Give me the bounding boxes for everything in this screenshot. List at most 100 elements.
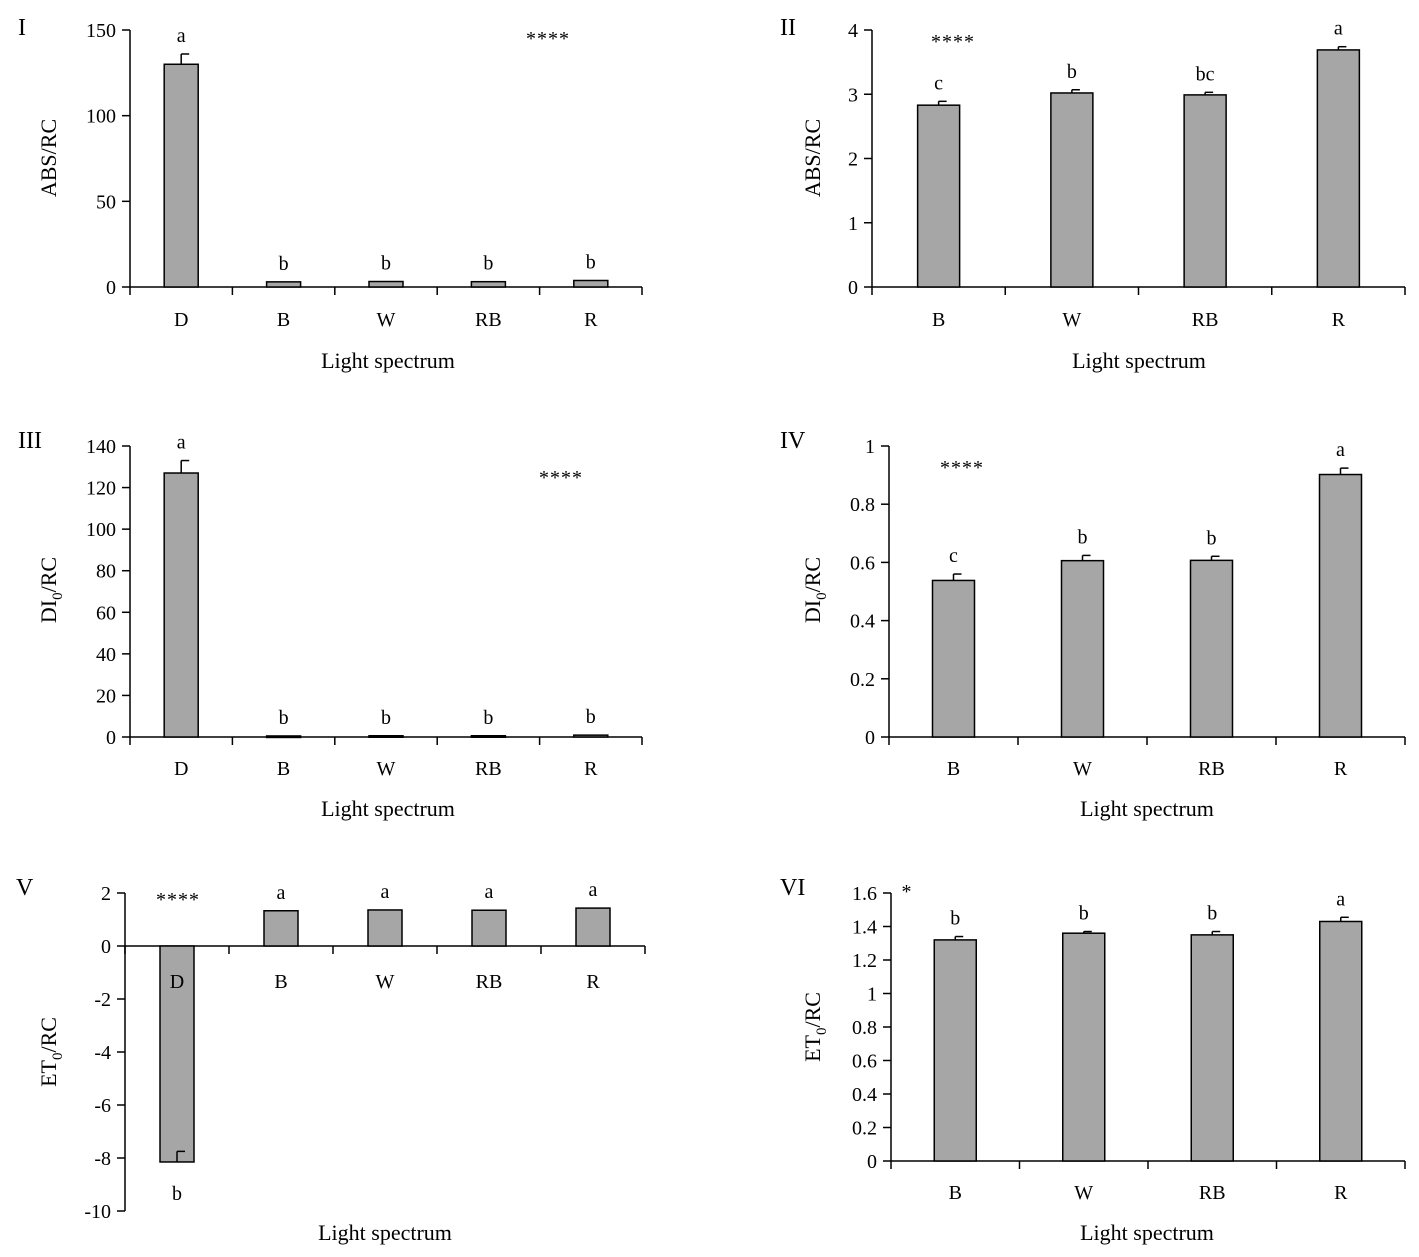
significance-marker: **** — [931, 31, 975, 53]
x-tick-label: RB — [475, 309, 502, 331]
y-tick-label: 0 — [106, 727, 116, 749]
y-axis-title-subscript: 0 — [50, 1053, 66, 1061]
chart-panel-ii: II 0 1 2 3 4 c Bb Wbc RB a R Light spectrum ABS/RC ***… — [780, 15, 1406, 373]
bar — [1062, 932, 1106, 1162]
y-tick-label: -2 — [94, 989, 111, 1011]
x-tick-label: W — [377, 309, 396, 331]
x-axis-title: Light spectrum — [321, 348, 455, 373]
significance-letter: b — [483, 253, 493, 275]
y-tick-label: 0.6 — [852, 1051, 877, 1073]
panel-label: IV — [780, 428, 806, 454]
x-tick-label: RB — [475, 758, 502, 780]
y-tick-label: 150 — [86, 20, 116, 42]
y-tick-label: 1.6 — [852, 883, 877, 905]
y-axis-title-subscript: 0 — [50, 592, 66, 600]
significance-letter: a — [589, 879, 598, 901]
significance-letter: b — [1207, 903, 1217, 925]
y-tick-label: 0.4 — [852, 1084, 877, 1106]
bar — [1316, 49, 1361, 288]
y-axis-title-main: ABS/RC — [800, 119, 825, 197]
y-tick-label: 0.8 — [852, 1017, 877, 1039]
y-tick-label: 3 — [848, 84, 858, 106]
x-tick-label: RB — [1198, 758, 1225, 780]
significance-letter: a — [485, 881, 494, 903]
bar — [470, 280, 507, 288]
y-tick-label: 1.4 — [852, 917, 877, 939]
bar — [933, 939, 977, 1162]
chart-panel-vi: VI 0 0.2 0.4 0.6 0.8 1 1.2 1.4 1.6 b Bb Wb RB a R Light … — [780, 875, 1406, 1245]
x-tick-label: RB — [1199, 1182, 1226, 1204]
x-tick-label: R — [1334, 758, 1348, 780]
significance-letter: b — [1078, 526, 1088, 548]
significance-letter: a — [1336, 439, 1345, 461]
x-axis-title: Light spectrum — [1080, 1220, 1214, 1245]
y-axis-title-subscript: 0 — [814, 592, 830, 600]
y-tick-label: 2 — [101, 883, 111, 905]
x-axis-title: Light spectrum — [1080, 796, 1214, 821]
x-tick-label: D — [174, 758, 188, 780]
x-tick-label: RB — [476, 971, 503, 993]
y-tick-label: 0 — [865, 727, 875, 749]
significance-marker: * — [902, 881, 913, 903]
y-tick-label: 100 — [86, 519, 116, 541]
significance-letter: bc — [1196, 63, 1215, 85]
y-axis-title-suffix: /RC — [36, 1017, 61, 1052]
y-tick-label: 2 — [848, 149, 858, 171]
x-tick-label: B — [277, 758, 290, 780]
significance-letter: b — [172, 1183, 182, 1205]
y-tick-label: 0 — [848, 277, 858, 299]
x-tick-label: B — [932, 309, 945, 331]
bar — [163, 63, 199, 288]
bar — [263, 910, 299, 947]
y-tick-label: 50 — [96, 191, 116, 213]
significance-letter: a — [1334, 18, 1343, 40]
bar — [368, 280, 404, 288]
significance-letter: b — [586, 251, 596, 273]
y-tick-label: -6 — [94, 1095, 111, 1117]
significance-letter: b — [950, 908, 960, 930]
bar — [1050, 92, 1094, 288]
chart-panel-iv: IV 0 0.2 0.4 0.6 0.8 1 c Bb Wb RB a R Light spectrum D… — [780, 428, 1406, 821]
x-tick-label: W — [1062, 309, 1081, 331]
y-tick-label: 0.4 — [850, 611, 875, 633]
y-tick-label: 0.8 — [850, 494, 875, 516]
y-axis-title-main: ET — [800, 1034, 825, 1061]
significance-marker: **** — [940, 457, 984, 479]
y-tick-label: 1.2 — [852, 950, 877, 972]
x-tick-label: W — [1073, 758, 1092, 780]
significance-letter: b — [381, 707, 391, 729]
x-axis-title: Light spectrum — [1072, 348, 1206, 373]
x-axis-title: Light spectrum — [318, 1220, 452, 1245]
x-tick-label: D — [174, 309, 188, 331]
significance-marker: **** — [156, 889, 200, 911]
significance-letter: a — [1336, 888, 1345, 910]
bar — [470, 735, 507, 739]
bar — [1183, 94, 1227, 288]
panel-label: III — [18, 428, 42, 454]
significance-letter: b — [483, 707, 493, 729]
bar — [573, 279, 609, 288]
bar — [265, 735, 302, 739]
y-tick-label: 140 — [86, 436, 116, 458]
x-tick-label: R — [586, 971, 600, 993]
bar — [1319, 920, 1363, 1162]
bar — [368, 735, 404, 739]
x-tick-label: W — [1074, 1182, 1093, 1204]
x-tick-label: R — [1332, 309, 1346, 331]
y-axis-title-main: ABS/RC — [36, 119, 61, 197]
y-axis-title-main: ET — [36, 1059, 61, 1086]
significance-marker: **** — [539, 467, 583, 489]
significance-letter: a — [381, 881, 390, 903]
bar — [573, 734, 609, 738]
y-axis-title: ET0/RC — [800, 992, 830, 1062]
significance-letter: a — [177, 432, 186, 454]
x-tick-label: R — [584, 309, 598, 331]
significance-marker: **** — [526, 28, 570, 50]
panel-label: VI — [780, 875, 805, 901]
y-axis-title-main: DI — [800, 600, 825, 623]
significance-letter: b — [381, 253, 391, 275]
y-axis-title: DI0/RC — [800, 557, 830, 623]
y-tick-label: 4 — [848, 20, 858, 42]
x-tick-label: B — [274, 971, 287, 993]
